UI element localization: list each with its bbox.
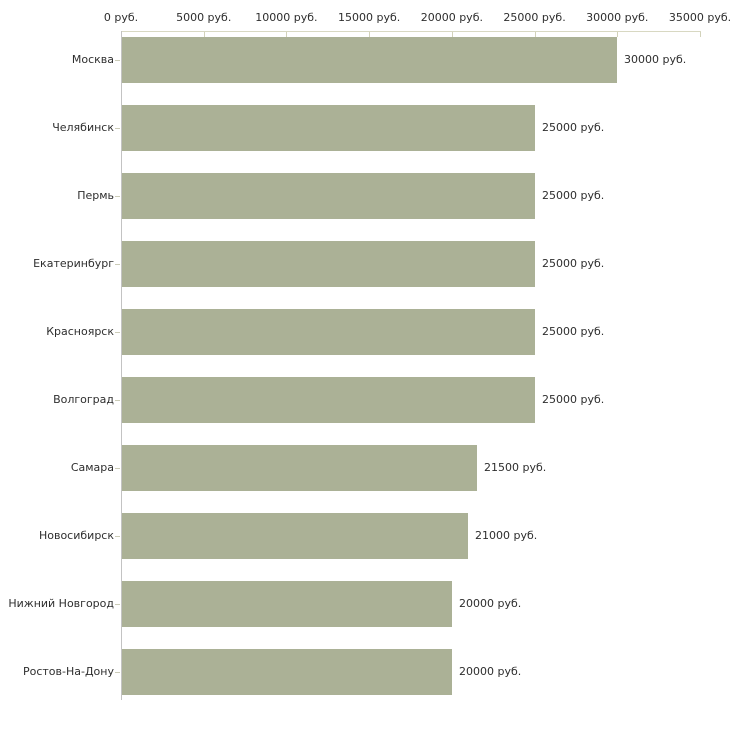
value-label: 25000 руб. <box>542 325 605 338</box>
bar <box>122 581 452 627</box>
bar <box>122 241 535 287</box>
x-axis-tick-label: 10000 руб. <box>255 11 318 24</box>
x-axis-tick-mark <box>204 32 205 37</box>
bar <box>122 377 535 423</box>
category-label: Екатеринбург <box>33 257 114 270</box>
x-axis-tick-mark <box>535 32 536 37</box>
value-label: 25000 руб. <box>542 257 605 270</box>
x-axis-tick-mark <box>369 32 370 37</box>
y-axis-line <box>121 31 122 700</box>
category-label: Волгоград <box>53 393 114 406</box>
value-label: 21000 руб. <box>475 529 538 542</box>
x-axis-tick-mark <box>452 32 453 37</box>
value-label: 20000 руб. <box>459 597 522 610</box>
value-label: 25000 руб. <box>542 393 605 406</box>
x-axis-tick-mark <box>700 32 701 37</box>
category-tick-mark <box>115 128 120 129</box>
category-tick-mark <box>115 468 120 469</box>
bar <box>122 309 535 355</box>
value-label: 20000 руб. <box>459 665 522 678</box>
category-tick-mark <box>115 264 120 265</box>
category-tick-mark <box>115 672 120 673</box>
category-tick-mark <box>115 604 120 605</box>
value-label: 21500 руб. <box>484 461 547 474</box>
x-axis-tick-label: 25000 руб. <box>503 11 566 24</box>
bar <box>122 445 477 491</box>
value-label: 25000 руб. <box>542 189 605 202</box>
category-label: Нижний Новгород <box>8 597 114 610</box>
x-axis-tick-mark <box>617 32 618 37</box>
category-label: Пермь <box>77 189 114 202</box>
bar <box>122 513 468 559</box>
x-axis-tick-label: 20000 руб. <box>420 11 483 24</box>
bar <box>122 173 535 219</box>
category-tick-mark <box>115 60 120 61</box>
x-axis-tick-label: 5000 руб. <box>176 11 232 24</box>
category-label: Самара <box>70 461 114 474</box>
category-tick-mark <box>115 332 120 333</box>
category-label: Ростов-На-Дону <box>22 665 114 678</box>
category-tick-mark <box>115 196 120 197</box>
x-axis-tick-label: 0 руб. <box>103 11 139 24</box>
category-tick-mark <box>115 536 120 537</box>
value-label: 25000 руб. <box>542 121 605 134</box>
category-label: Челябинск <box>52 121 114 134</box>
x-axis-tick-label: 35000 руб. <box>668 11 730 24</box>
bar <box>122 37 617 83</box>
x-axis-line <box>121 31 701 32</box>
x-axis-tick-label: 30000 руб. <box>586 11 649 24</box>
category-label: Красноярск <box>46 325 114 338</box>
x-axis-tick-label: 15000 руб. <box>338 11 401 24</box>
bar <box>122 105 535 151</box>
bar <box>122 649 452 695</box>
category-label: Новосибирск <box>38 529 114 542</box>
category-tick-mark <box>115 400 120 401</box>
category-label: Москва <box>71 53 114 66</box>
x-axis-tick-mark <box>286 32 287 37</box>
value-label: 30000 руб. <box>624 53 687 66</box>
